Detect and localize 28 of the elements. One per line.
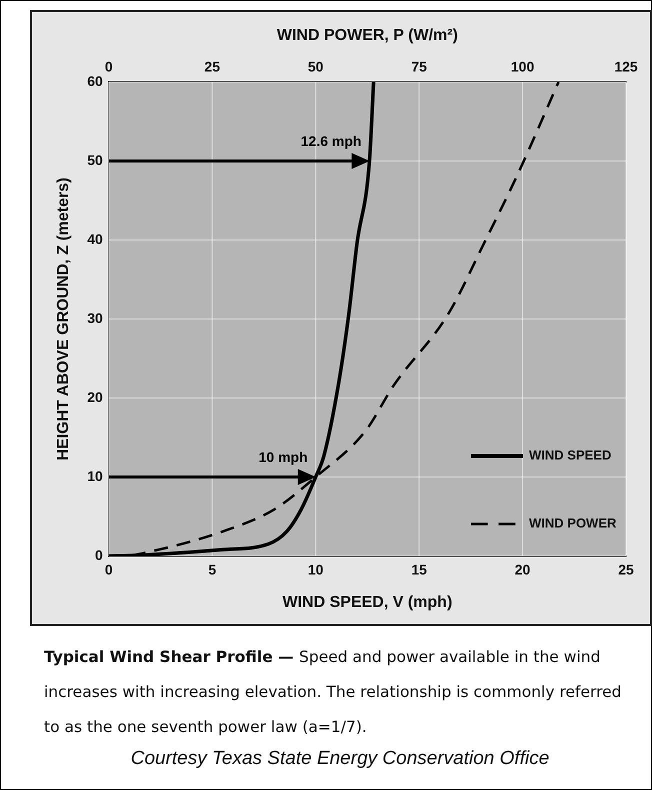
x-tick-label: 20 [514, 561, 531, 578]
x-tick-label: 10 [308, 561, 324, 578]
y-axis-title: HEIGHT ABOVE GROUND, Z (meters) [55, 178, 72, 460]
x2-axis-title: WIND POWER, P (W/m²) [276, 27, 458, 44]
annotation: 12.6 mph [300, 132, 362, 149]
text: Courtesy Texas State Energy Conservation Office [130, 748, 550, 770]
text: Typical Wind Shear Profile — [44, 648, 295, 666]
x-tick-label: 5 [208, 561, 216, 578]
y-tick-label: 60 [87, 72, 103, 89]
annotation: 10 mph [258, 448, 308, 465]
legend-label: WIND SPEED [529, 448, 612, 463]
x2-tick-label: 50 [308, 58, 324, 74]
y-tick-label: 30 [87, 310, 103, 326]
y-tick-label: 40 [87, 230, 103, 247]
x2-tick-label: 25 [204, 58, 220, 74]
x2-tick-label: 75 [411, 58, 428, 74]
x-tick-label: 15 [411, 561, 428, 578]
y-tick-label: 20 [87, 388, 103, 405]
x2-tick-label: 100 [510, 58, 534, 74]
x-axis-title: WIND SPEED, V (mph) [282, 594, 452, 611]
y-tick-label: 10 [87, 468, 103, 484]
y-tick-label: 50 [87, 152, 103, 168]
x-tick-label: 25 [618, 561, 634, 578]
legend-label: WIND POWER [529, 516, 617, 531]
x2-tick-label: 0 [104, 58, 113, 74]
x2-tick-label: 125 [614, 58, 638, 74]
y-tick-label: 0 [94, 546, 103, 563]
x-tick-label: 0 [104, 561, 113, 578]
